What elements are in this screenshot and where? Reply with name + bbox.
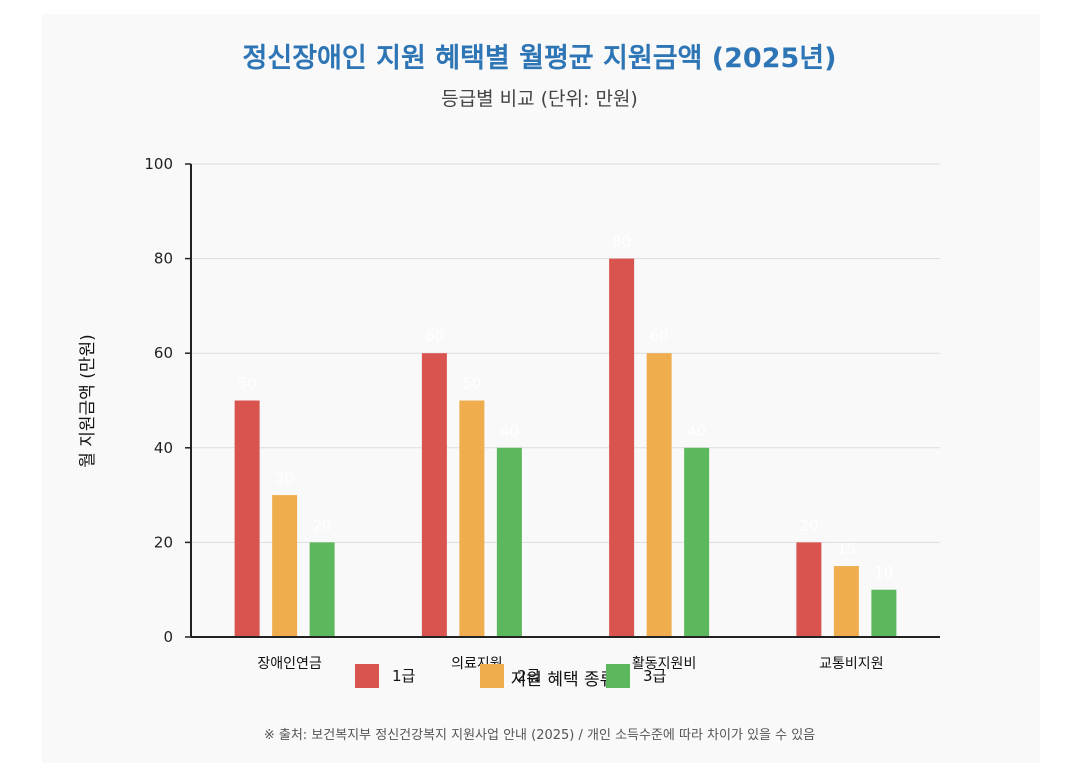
y-tick-label: 0 (163, 628, 173, 646)
bar-value-label: 30 (275, 469, 294, 487)
bar (272, 495, 298, 637)
bar (684, 447, 710, 637)
y-tick-label: 20 (154, 533, 173, 551)
legend-swatch (355, 664, 379, 688)
bar (871, 589, 897, 637)
bar (609, 258, 635, 637)
bar-value-label: 80 (612, 233, 631, 251)
bar-value-label: 50 (462, 375, 481, 393)
x-category-label: 활동지원비 (632, 656, 696, 672)
legend-label: 3급 (643, 667, 667, 685)
bar-value-label: 10 (874, 564, 893, 582)
y-tick-label: 80 (154, 250, 173, 268)
bar (646, 353, 672, 637)
source-footnote: ※ 출처: 보건복지부 정신건강복지 지원사업 안내 (2025) / 개인 소… (263, 728, 816, 743)
legend-label: 2급 (517, 667, 541, 685)
bar (796, 542, 822, 637)
bar (421, 353, 447, 637)
bar (459, 400, 485, 637)
bar-value-label: 50 (238, 375, 257, 393)
y-axis-label: 월 지원금액 (만원) (78, 334, 98, 468)
legend-label: 1급 (392, 667, 416, 685)
y-tick-label: 100 (144, 155, 173, 173)
y-tick-label: 60 (154, 344, 173, 362)
legend-swatch (480, 664, 504, 688)
bar-value-label: 15 (837, 540, 856, 558)
bar-value-label: 60 (425, 327, 444, 345)
chart-title: 정신장애인 지원 혜택별 월평균 지원금액 (2025년) (242, 43, 837, 74)
legend-swatch (606, 664, 630, 688)
y-tick-label: 40 (154, 439, 173, 457)
chart-subtitle: 등급별 비교 (단위: 만원) (441, 88, 638, 110)
bar (496, 447, 522, 637)
bar-value-label: 40 (500, 422, 519, 440)
bar-value-label: 20 (799, 516, 818, 534)
bar-value-label: 60 (650, 327, 669, 345)
chart-card (42, 14, 1040, 763)
x-category-label: 장애인연금 (257, 656, 322, 672)
bar (833, 566, 859, 637)
bar-value-label: 40 (687, 422, 706, 440)
x-category-label: 교통비지원 (819, 656, 883, 672)
bar (309, 542, 335, 637)
x-axis-label: 지원 혜택 종류 (511, 670, 616, 690)
bar (234, 400, 260, 637)
bar-value-label: 20 (313, 516, 332, 534)
